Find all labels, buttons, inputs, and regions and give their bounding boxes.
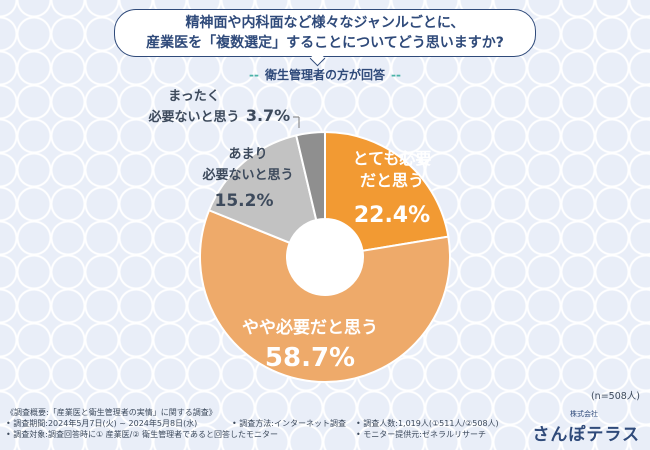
question-line-1: 精神面や内科面など様々なジャンルごとに、 <box>185 15 465 31</box>
sample-size: (n=508人) <box>590 391 640 402</box>
label-not-at-all-line2: 必要ないと思う <box>147 109 239 125</box>
survey-period: • 調査期間:2024年5月7日(火) ~ 2024年5月8日(水) <box>6 419 198 428</box>
survey-target: • 調査対象:調査回答時に① 産業医/② 衛生管理者であると回答したモニター <box>6 430 278 439</box>
label-somewhat-need-pct: 58.7% <box>265 343 355 373</box>
label-very-need-line1: とても必要 <box>353 149 432 168</box>
question-bubble: 精神面や内科面など様々なジャンルごとに、 産業医を「複数選定」することについてど… <box>114 9 536 57</box>
footer-row: • 調査対象:調査回答時に① 産業医/② 衛生管理者であると回答したモニター •… <box>6 429 526 440</box>
question-line-2: 産業医を「複数選定」することについてどう思いますか? <box>146 35 504 51</box>
respondent-text: 衛生管理者の方が回答 <box>264 68 385 82</box>
survey-overview: 《調査概要:「産業医と衛生管理者の実情」に関する調査》 <box>6 408 217 417</box>
label-not-at-all-line1: まったく <box>168 89 219 104</box>
survey-count: • 調査人数:1,019人(①511人/②508人) <box>356 419 499 428</box>
label-not-much-line2: 必要ないと思う <box>201 167 293 183</box>
brand-company-type: 株式会社 <box>570 410 598 418</box>
dash-decoration-right: -- <box>391 68 401 82</box>
label-very-need-pct: 22.4% <box>354 203 430 228</box>
dash-decoration-left: -- <box>249 68 259 82</box>
label-very-need-line2: だと思う <box>360 171 424 190</box>
label-not-at-all-pct: 3.7% <box>246 106 290 125</box>
respondent-caption: -- 衛生管理者の方が回答 -- <box>0 66 650 83</box>
chart-slices <box>199 130 451 383</box>
survey-footer: 《調査概要:「産業医と衛生管理者の実情」に関する調査》 • 調査期間:2024年… <box>6 407 526 440</box>
label-somewhat-need-line1: やや必要だと思う <box>242 317 378 338</box>
brand-logo: さんぽテラス <box>532 425 640 445</box>
footer-row: • 調査期間:2024年5月7日(火) ~ 2024年5月8日(水) • 調査方… <box>6 418 526 429</box>
label-not-much-line1: あまり <box>228 147 267 162</box>
survey-method: • 調査方法:インターネット調査 <box>232 419 346 428</box>
slice-2 <box>199 208 451 383</box>
survey-provider: • モニター提供元:ゼネラルリサーチ <box>356 430 486 439</box>
footer-row: 《調査概要:「産業医と衛生管理者の実情」に関する調査》 <box>6 407 526 418</box>
label-not-much-pct: 15.2% <box>215 191 274 211</box>
donut-hole <box>287 219 363 295</box>
